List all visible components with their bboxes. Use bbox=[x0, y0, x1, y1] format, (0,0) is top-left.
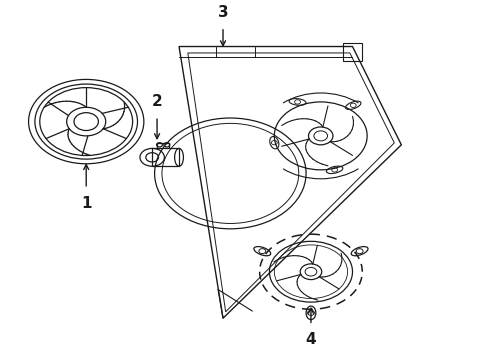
Text: 2: 2 bbox=[152, 94, 162, 109]
Bar bbox=[152, 148, 179, 166]
Text: 4: 4 bbox=[306, 333, 316, 347]
Text: 3: 3 bbox=[218, 5, 228, 20]
Text: 1: 1 bbox=[81, 196, 92, 211]
